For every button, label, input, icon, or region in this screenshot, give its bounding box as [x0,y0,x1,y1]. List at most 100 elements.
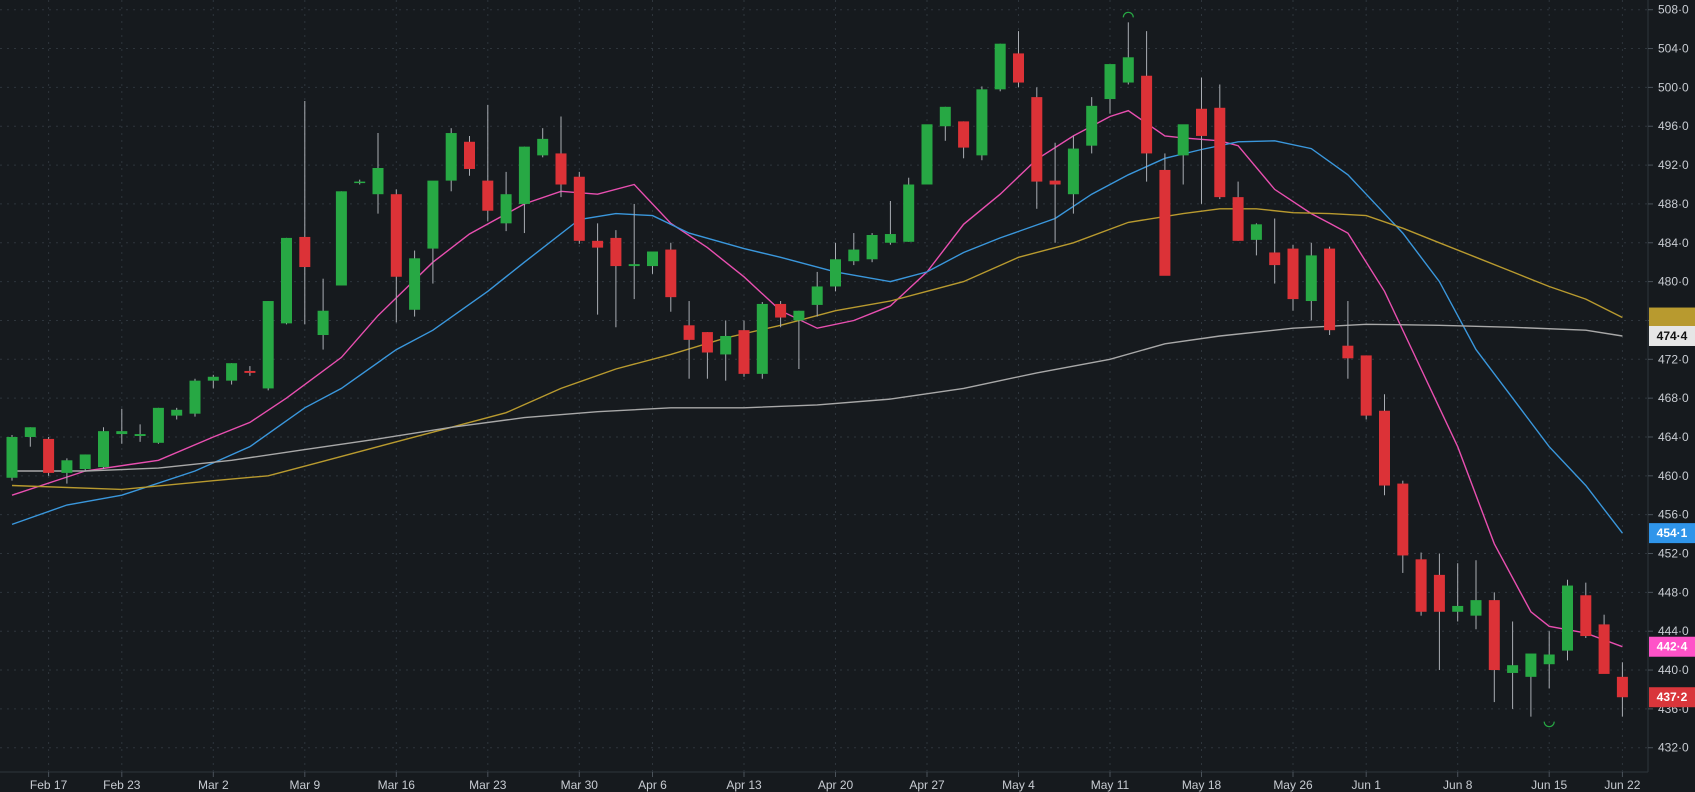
candle[interactable] [98,427,109,470]
candle[interactable] [24,427,36,447]
candle[interactable] [1305,242,1317,321]
candle[interactable] [1196,77,1207,204]
candle[interactable] [958,121,970,159]
candle[interactable] [1379,394,1390,496]
candle[interactable] [720,320,732,381]
x-tick-label: Feb 23 [103,778,141,792]
candle[interactable] [1397,480,1409,573]
candle[interactable] [921,124,933,185]
candle-body-down [1013,53,1024,83]
candle[interactable] [1360,355,1372,420]
candle[interactable] [427,180,439,284]
candle[interactable] [354,179,366,185]
candle[interactable] [226,363,238,385]
candle[interactable] [830,242,841,292]
candle[interactable] [335,191,347,286]
candle[interactable] [1232,181,1244,241]
candle[interactable] [1562,579,1573,661]
candle[interactable] [152,407,164,444]
candle[interactable] [1049,142,1061,243]
candle[interactable] [701,332,713,379]
candle[interactable] [994,43,1006,92]
candle[interactable] [372,133,384,214]
candle-body-down [1269,252,1281,266]
candle[interactable] [866,233,878,263]
candle[interactable] [537,128,549,158]
candle[interactable] [500,171,512,232]
candle[interactable] [775,301,787,328]
candle[interactable] [1525,653,1537,717]
candle[interactable] [207,374,219,389]
candle[interactable] [1250,223,1262,256]
candle[interactable] [628,203,640,300]
candle[interactable] [939,106,951,141]
candle[interactable] [665,242,677,312]
candle[interactable] [1287,244,1299,311]
candle[interactable] [1159,153,1171,276]
candle[interactable] [1470,560,1482,630]
candle[interactable] [1324,246,1336,336]
candle[interactable] [244,366,256,376]
candle[interactable] [1616,662,1628,717]
candle[interactable] [171,407,183,420]
candle[interactable] [134,424,146,442]
candle[interactable] [647,251,658,274]
candle[interactable] [592,223,604,315]
candle[interactable] [482,104,494,222]
candle[interactable] [1067,135,1079,214]
price-badge-label: 474·4 [1657,329,1688,343]
candle[interactable] [262,301,274,391]
candle[interactable] [1507,621,1519,709]
candle[interactable] [1543,631,1555,689]
candle[interactable] [43,436,55,476]
candle[interactable] [518,146,530,234]
candle[interactable] [738,320,750,377]
time-axis[interactable]: Feb 17 Feb 23 Mar 2 Mar 9 Mar 16 Mar 23 Mar 30… [30,772,1641,792]
candle[interactable] [1086,97,1098,154]
candle[interactable] [555,116,567,198]
candle[interactable] [390,189,402,323]
candle[interactable] [464,135,475,176]
candle[interactable] [1433,553,1445,671]
candle[interactable] [445,128,457,192]
candle[interactable] [189,378,201,417]
candle[interactable] [903,177,915,242]
candle[interactable] [683,301,695,379]
candle[interactable] [1269,218,1281,284]
candle[interactable] [756,302,768,379]
candle[interactable] [811,271,823,317]
candle[interactable] [1452,563,1464,622]
candle[interactable] [1141,31,1153,182]
candle[interactable] [1122,22,1134,85]
candle[interactable] [116,408,128,444]
candles[interactable] [6,22,1628,717]
candle[interactable] [610,230,622,328]
candle[interactable] [976,86,988,161]
candle[interactable] [1598,614,1610,674]
candle[interactable] [1214,84,1226,200]
candle[interactable] [317,278,329,350]
candle[interactable] [1013,31,1024,88]
candle[interactable] [848,233,860,266]
candle[interactable] [793,310,805,370]
candle[interactable] [6,435,18,481]
candle-body-up [866,234,878,260]
candle[interactable] [573,171,585,244]
candle[interactable] [409,250,421,317]
candle[interactable] [1415,552,1427,616]
candle[interactable] [884,201,896,245]
candle[interactable] [1104,64,1116,114]
candle[interactable] [299,100,311,325]
candle[interactable] [281,237,292,325]
candle[interactable] [79,454,91,471]
candle[interactable] [1031,87,1043,209]
candle[interactable] [61,458,73,484]
candle[interactable] [1342,301,1354,379]
candle-body-up [793,310,805,321]
candle[interactable] [1177,124,1189,185]
candle[interactable] [1488,592,1500,703]
candle[interactable] [1580,582,1592,638]
